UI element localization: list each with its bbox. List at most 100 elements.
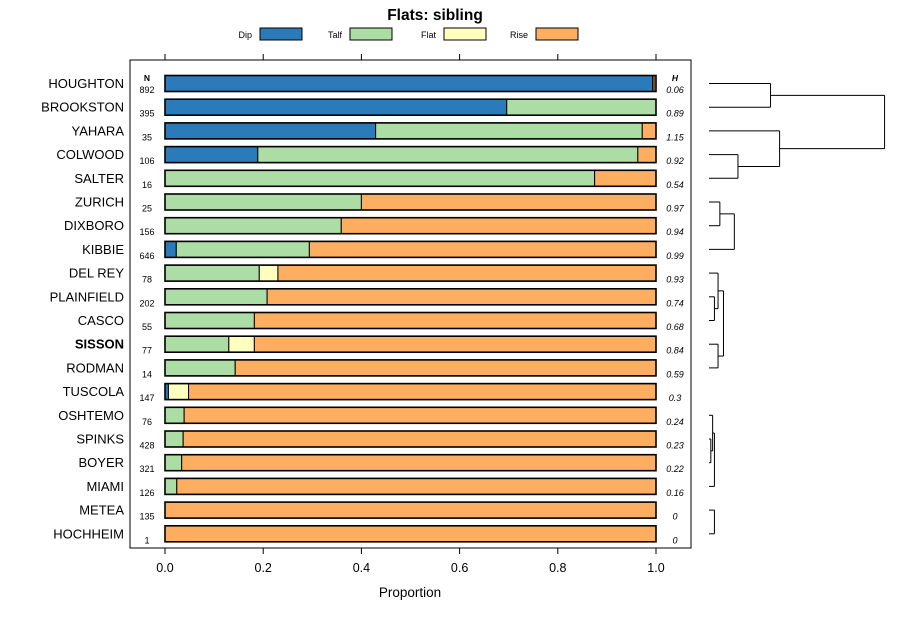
bar-outline-plainfield: [164, 287, 657, 306]
n-value-rodman: 14: [142, 369, 152, 379]
category-label-rodman: RODMAN: [66, 360, 124, 375]
legend-label-dip: Dip: [238, 30, 252, 40]
bar-outline-salter: [164, 169, 657, 188]
n-value-kibbie: 646: [139, 251, 154, 261]
bar-outline-sisson: [164, 335, 657, 354]
h-header: H: [672, 73, 679, 83]
h-value-casco: 0.68: [666, 322, 684, 332]
category-label-kibbie: KIBBIE: [82, 242, 124, 257]
legend-label-flat: Flat: [421, 30, 437, 40]
bar-outline-dixboro: [164, 216, 657, 235]
legend-swatch-rise: [535, 27, 579, 41]
h-value-boyer: 0.22: [666, 464, 684, 474]
category-label-tuscola: TUSCOLA: [63, 384, 125, 399]
bar-casco-rise: [253, 312, 657, 329]
n-value-metea: 135: [139, 512, 154, 522]
h-value-tuscola: 0.3: [669, 393, 682, 403]
h-value-metea: 0: [672, 512, 677, 522]
bar-tuscola-flat: [167, 383, 190, 401]
bar-casco-talf: [164, 312, 255, 329]
bar-del-rey-talf: [164, 264, 260, 282]
category-label-metea: METEA: [79, 503, 124, 518]
x-tick-label-0-0: 0.0: [156, 561, 173, 575]
bar-sisson-rise: [253, 335, 657, 353]
n-value-zurich: 25: [142, 204, 152, 214]
bar-outline-brookston: [164, 98, 657, 116]
chart-title: Flats: sibling: [387, 7, 483, 24]
bar-outline-spinks: [164, 430, 657, 448]
h-value-salter: 0.54: [666, 180, 684, 190]
bar-sisson-flat: [228, 335, 255, 353]
x-axis-label: Proportion: [379, 585, 441, 600]
category-label-casco: CASCO: [78, 313, 124, 328]
h-value-yahara: 1.15: [666, 132, 685, 142]
bar-brookston-dip: [164, 98, 508, 116]
bar-salter-talf: [164, 169, 596, 187]
h-value-del-rey: 0.93: [666, 275, 684, 285]
bar-metea-rise: [164, 501, 657, 519]
n-value-miami: 126: [139, 488, 154, 498]
legend-swatch-talf: [349, 27, 393, 41]
bar-zurich-rise: [360, 193, 657, 211]
bar-outline-del-rey: [164, 264, 657, 282]
bar-outline-houghton: [164, 74, 657, 93]
bar-dixboro-rise: [340, 217, 657, 235]
bar-oshtemo-talf: [164, 406, 185, 424]
n-value-salter: 16: [142, 180, 152, 190]
h-value-oshtemo: 0.24: [666, 417, 684, 427]
legend-label-rise: Rise: [510, 30, 528, 40]
n-value-spinks: 428: [139, 441, 154, 451]
bar-kibbie-talf: [175, 240, 310, 258]
plot-panel: [129, 59, 692, 549]
legend-swatch-flat: [443, 27, 487, 41]
bar-tuscola-rise: [188, 383, 657, 401]
h-value-brookston: 0.89: [666, 109, 684, 119]
h-value-dixboro: 0.94: [666, 227, 684, 237]
n-value-brookston: 395: [139, 109, 154, 119]
bar-yahara-dip: [164, 122, 377, 140]
bar-outline-boyer: [164, 453, 657, 472]
bar-outline-rodman: [164, 359, 657, 377]
bar-rodman-talf: [164, 359, 236, 377]
n-value-tuscola: 147: [139, 393, 154, 403]
x-tick-label-0-4: 0.4: [353, 561, 370, 575]
dendrogram: [709, 83, 886, 535]
h-value-plainfield: 0.74: [666, 298, 684, 308]
category-label-del-rey: DEL REY: [69, 266, 124, 281]
bar-outline-metea: [164, 501, 657, 519]
h-value-rodman: 0.59: [666, 369, 684, 379]
category-label-spinks: SPINKS: [76, 432, 124, 447]
h-value-zurich: 0.97: [666, 204, 685, 214]
category-label-miami: MIAMI: [86, 479, 124, 494]
bar-kibbie-dip: [164, 240, 177, 258]
x-axis: 0.0 0.2 0.4 0.6 0.8 1.0: [156, 548, 665, 575]
n-value-casco: 55: [142, 322, 152, 332]
bar-plainfield-talf: [164, 288, 268, 306]
bar-boyer-rise: [181, 454, 657, 472]
h-value-sisson: 0.84: [666, 346, 684, 356]
category-label-boyer: BOYER: [78, 455, 124, 470]
bar-sisson-talf: [164, 335, 230, 353]
category-label-oshtemo: OSHTEMO: [58, 408, 124, 423]
legend-swatch-dip: [259, 27, 303, 41]
n-value-hochheim: 1: [144, 535, 149, 545]
top-axis-ticks: [164, 54, 657, 60]
x-tick-label-0-8: 0.8: [549, 561, 566, 575]
legend-label-talf: Talf: [328, 30, 343, 40]
bar-spinks-talf: [164, 430, 184, 448]
n-value-boyer: 321: [139, 464, 154, 474]
h-value-kibbie: 0.99: [666, 251, 684, 261]
category-label-brookston: BROOKSTON: [41, 100, 124, 115]
legend: Dip Talf Flat Rise: [238, 27, 579, 41]
bar-outline-yahara: [164, 122, 657, 140]
category-label-dixboro: DIXBORO: [64, 218, 124, 233]
bar-dixboro-talf: [164, 217, 342, 235]
x-tick-label-0-6: 0.6: [451, 561, 468, 575]
bar-miami-talf: [164, 477, 178, 495]
bar-salter-rise: [594, 169, 657, 187]
bar-hochheim-rise: [164, 525, 657, 543]
bar-colwood-dip: [164, 146, 259, 164]
category-label-plainfield: PLAINFIELD: [50, 289, 124, 304]
category-labels: HOUGHTON BROOKSTON YAHARA COLWOOD SALTER ZURI…: [41, 76, 124, 541]
